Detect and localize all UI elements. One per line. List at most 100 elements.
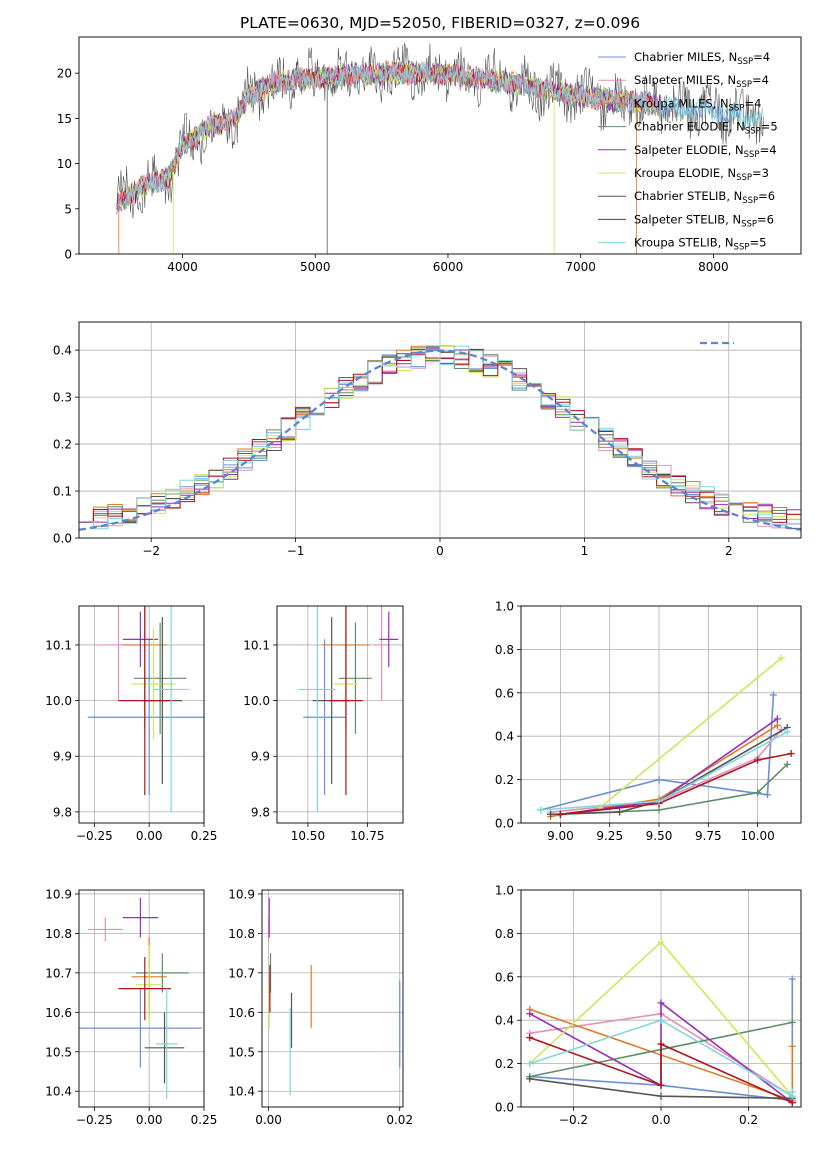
weight-point-marker	[787, 750, 795, 758]
legend-label-subscript: SSP	[744, 150, 760, 160]
axes-frame	[520, 889, 802, 1108]
x-tick-label: 0.00	[255, 1113, 282, 1127]
legend-label-suffix: =6	[757, 212, 774, 226]
legend-label-suffix: =4	[753, 50, 770, 64]
weight-point-marker	[754, 789, 762, 797]
axes-frame	[520, 605, 802, 824]
weight-point-marker	[788, 1042, 796, 1050]
weight-series-line	[550, 724, 778, 818]
legend-label-subscript: SSP	[745, 127, 761, 137]
y-tick-label: 10.0	[243, 694, 270, 708]
weight-point-marker	[655, 776, 663, 784]
y-tick-label: 9.9	[53, 750, 72, 764]
y-tick-label: 10.9	[228, 887, 255, 901]
weight-series-line	[550, 726, 788, 816]
grid	[277, 606, 403, 823]
legend: Chabrier MILES, NSSP=4 Salpeter MILES, NS…	[598, 50, 778, 253]
x-tick-label: 0.00	[136, 1113, 163, 1127]
x-tick-label: 7000	[565, 260, 596, 274]
x-tick-label: 0.25	[191, 1113, 218, 1127]
plot-area	[267, 897, 401, 1096]
y-tick-label: 0.6	[495, 970, 514, 984]
legend-label: Kroupa MILES, NSSP=4	[634, 96, 761, 113]
grid	[79, 606, 205, 823]
weight-point-marker	[657, 999, 665, 1007]
y-tick-label: 10.4	[45, 1085, 72, 1099]
weight-point-marker	[788, 1088, 796, 1096]
weight-point-marker	[754, 756, 762, 764]
legend-label-suffix: =4	[744, 96, 761, 110]
legend-label-suffix: =6	[758, 189, 775, 203]
y-tick-label: 10.7	[45, 966, 72, 980]
y-tick-label: 0.0	[495, 817, 514, 831]
y-tick-label: 10.6	[45, 1006, 72, 1020]
normal-reference-curve	[79, 349, 801, 531]
y-tick-label: 0.2	[495, 773, 514, 787]
age-vs-mass-panel: 10.50 10.75 9.8 9.9 10.0 10.1	[243, 605, 404, 843]
weight-point-marker	[657, 1016, 665, 1024]
y-tick-label: 0.2	[495, 1057, 514, 1071]
y-tick-label: 10.6	[228, 1006, 255, 1020]
y-tick-label: 10.5	[45, 1045, 72, 1059]
y-tick-label: 10	[57, 157, 72, 171]
weight-point-marker	[526, 1034, 534, 1042]
x-tick-label: 0	[436, 544, 444, 558]
weight-point-marker	[537, 806, 545, 814]
mass-vs-metallicity-panel: −0.25 0.00 0.25 10.4 10.5 10.6 10.7 10.8 10.9	[45, 887, 217, 1127]
spectrum-series-line	[116, 61, 661, 208]
weight-point-marker	[616, 808, 624, 816]
x-tick-label: 4000	[167, 260, 198, 274]
weight-point-marker	[788, 975, 796, 983]
weight-point-marker	[777, 654, 785, 662]
weight-series-line	[529, 979, 794, 1102]
legend-label-suffix: =5	[761, 120, 778, 134]
legend-label-suffix: =4	[752, 73, 769, 87]
weight-point-marker	[547, 810, 555, 818]
legend-label-text: Kroupa MILES, N	[634, 96, 729, 110]
y-tick-label: 10.5	[228, 1045, 255, 1059]
y-tick-label: 0.4	[495, 730, 514, 744]
weight-series-line	[540, 731, 788, 811]
y-tick-label: 10.0	[45, 694, 72, 708]
x-tick-label: −0.25	[76, 829, 113, 843]
weight-point-marker	[763, 791, 771, 799]
legend-label-subscript: SSP	[741, 219, 757, 229]
legend-label-text: Chabrier STELIB, N	[634, 189, 742, 203]
plot-area	[115, 43, 764, 254]
legend-label: Chabrier MILES, NSSP=4	[634, 50, 770, 67]
y-tick-label: 0.0	[53, 532, 72, 546]
plot-area	[79, 345, 801, 538]
legend-label-text: Salpeter ELODIE, N	[634, 143, 744, 157]
residuals-panel: −2 −1 0 1 2 0.0 0.1 0.2 0.3 0.4	[53, 321, 802, 558]
axes-frame	[78, 605, 205, 824]
y-tick-label: 9.8	[251, 805, 270, 819]
plot-area	[298, 606, 399, 812]
weight-point-marker	[526, 1010, 534, 1018]
legend-label-text: Kroupa STELIB, N	[634, 236, 734, 250]
axes-frame	[261, 889, 404, 1108]
weight-point-marker	[657, 1092, 665, 1100]
x-tick-label: 9.50	[646, 829, 673, 843]
x-tick-label: −2	[142, 544, 160, 558]
x-tick-label: 8000	[698, 260, 729, 274]
legend-label: Salpeter STELIB, NSSP=6	[634, 212, 774, 229]
legend-label: Salpeter MILES, NSSP=4	[634, 73, 769, 90]
weight-point-marker	[657, 1040, 665, 1048]
weight-vs-metallicity-panel: −0.2 0.0 0.2 0.0 0.2 0.4 0.6 0.8 1.0	[495, 884, 802, 1127]
axes-frame	[78, 36, 802, 255]
y-tick-label: 9.9	[251, 750, 270, 764]
weight-point-marker	[556, 810, 564, 818]
legend-label-text: Kroupa ELODIE, N	[634, 166, 736, 180]
histogram-series	[79, 346, 801, 538]
plot-area	[537, 654, 795, 820]
weight-series-line	[560, 752, 792, 816]
y-tick-label: 10.4	[228, 1085, 255, 1099]
weight-point-marker	[655, 797, 663, 805]
age-vs-metallicity-panel: −0.25 0.00 0.25 9.8 9.9 10.0 10.1	[45, 605, 217, 843]
weight-series-line	[599, 657, 782, 809]
axes-frame	[78, 321, 802, 539]
x-tick-label: 0.02	[386, 1113, 413, 1127]
y-tick-label: 0.8	[495, 927, 514, 941]
histogram-series	[79, 345, 801, 538]
legend-label: Kroupa STELIB, NSSP=5	[634, 236, 766, 253]
